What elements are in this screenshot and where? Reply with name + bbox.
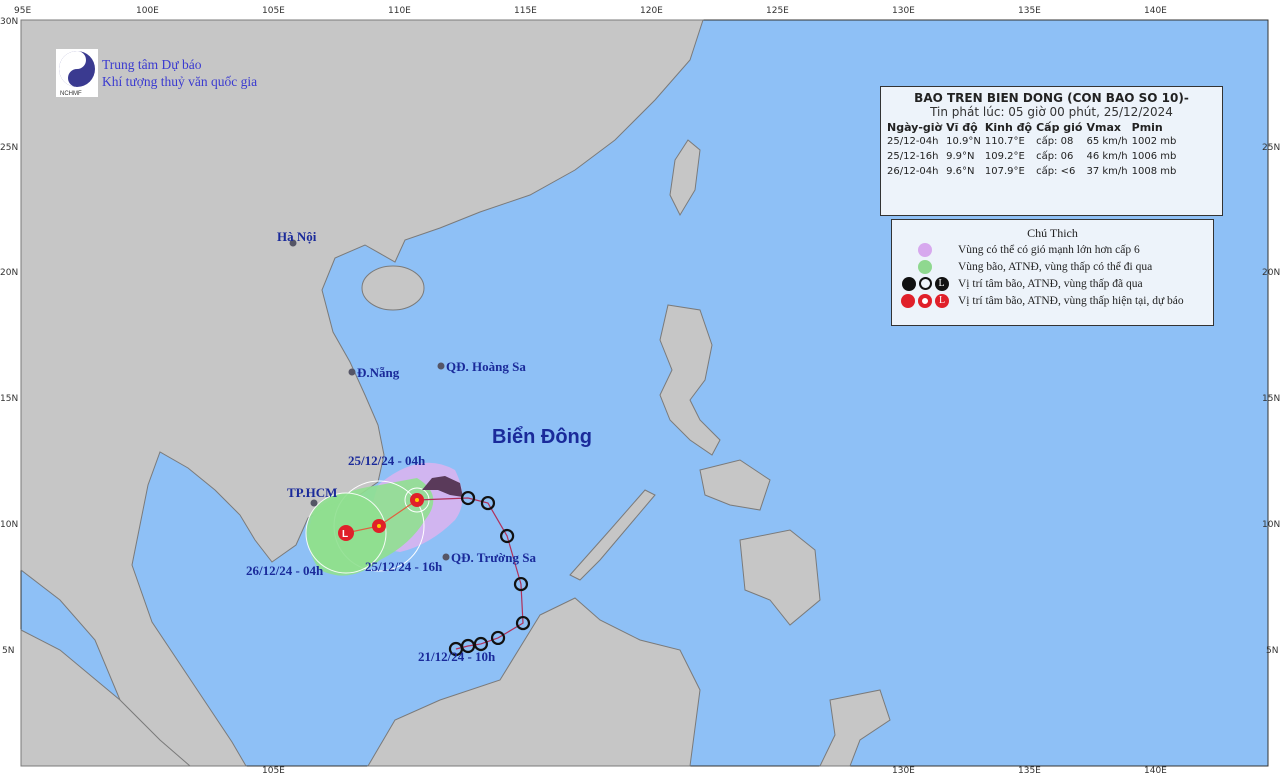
svg-text:140E: 140E <box>1144 766 1167 774</box>
label-hanoi: Hà Nội <box>277 229 317 244</box>
legend-title: Chú Thich <box>1027 226 1078 240</box>
label-current-time: 25/12/24 - 04h <box>348 453 426 468</box>
svg-text:135E: 135E <box>1018 6 1041 16</box>
palawan <box>569 489 656 581</box>
label-hoangsa: QĐ. Hoàng Sa <box>446 359 526 374</box>
svg-text:130E: 130E <box>892 6 915 16</box>
svg-text:5N: 5N <box>1266 646 1278 656</box>
hainan <box>361 265 425 311</box>
table-row: 26/12-04h 9.6°N 107.9°E cấp: <6 37 km/h 1008 … <box>887 166 1177 177</box>
legend-item: L Vị trí tâm bão, ATNĐ, vùng thấp đã qua <box>892 275 1213 292</box>
current-position-icons: L <box>892 293 958 308</box>
past-position-marker <box>500 528 515 544</box>
place-markers <box>289 239 450 561</box>
svg-text:95E: 95E <box>14 6 31 16</box>
svg-text:25N: 25N <box>1262 143 1280 153</box>
label-hcm: TP.HCM <box>287 485 337 500</box>
storm-current-icon <box>410 493 424 507</box>
sulawesi <box>819 689 891 767</box>
label-truongsa: QĐ. Trường Sa <box>451 550 536 565</box>
svg-text:115E: 115E <box>514 6 537 16</box>
table-row: 25/12-04h 10.9°N 110.7°E cấp: 08 65 km/h 1002… <box>887 136 1177 147</box>
mindanao <box>739 529 821 626</box>
purple-area-icon <box>918 242 932 257</box>
info-issued: Tin phát lúc: 05 giờ 00 phút, 25/12/2024 <box>930 105 1173 119</box>
past-position-marker <box>480 495 496 511</box>
past-position-marker <box>460 490 476 506</box>
svg-text:25N: 25N <box>0 143 18 153</box>
green-area-icon <box>918 259 932 274</box>
svg-text:125E: 125E <box>766 6 789 16</box>
info-title: BAO TREN BIEN DONG (CON BAO SO 10)- <box>914 91 1189 105</box>
svg-text:100E: 100E <box>136 6 159 16</box>
past-position-marker <box>490 630 506 646</box>
nchmf-emblem-icon: NCHMF <box>56 49 98 97</box>
table-row: 25/12-16h 9.9°N 109.2°E cấp: 06 46 km/h 1006 … <box>887 151 1177 162</box>
map-legend: Chú Thich Vùng có thể có gió mạnh lớn hơ… <box>891 219 1214 326</box>
label-track-start: 21/12/24 - 10h <box>418 649 496 664</box>
svg-text:130E: 130E <box>892 766 915 774</box>
past-position-marker <box>460 638 476 654</box>
sumatra <box>20 629 192 767</box>
svg-text:10N: 10N <box>0 520 18 530</box>
past-track-points <box>448 490 531 657</box>
legend-item: Vùng có thể có gió mạnh lớn hơn cấp 6 <box>892 241 1213 258</box>
visayas <box>699 459 771 511</box>
lon-ticks-bottom: 105E 130E 135E 140E <box>262 766 1167 774</box>
legend-item: L Vị trí tâm bão, ATNĐ, vùng thấp hiện tạ… <box>892 292 1213 309</box>
org-name-line2: Khí tượng thuỷ văn quốc gia <box>102 74 258 89</box>
svg-text:L: L <box>342 529 348 540</box>
lon-ticks-top: 95E 100E 105E 110E 115E 120E 125E 130E 135E 140E <box>14 6 1167 16</box>
lat-ticks-right: 25N 20N 15N 10N 5N <box>1262 143 1280 656</box>
svg-text:105E: 105E <box>262 6 285 16</box>
past-position-marker <box>515 615 531 631</box>
storm-forecast-16h-icon <box>372 519 386 533</box>
svg-text:10N: 10N <box>1262 520 1280 530</box>
svg-text:30N: 30N <box>0 17 18 27</box>
lat-ticks-left: 30N 25N 20N 15N 10N 5N <box>0 17 18 656</box>
svg-text:20N: 20N <box>0 268 18 278</box>
past-position-marker <box>513 576 529 592</box>
past-position-icons: L <box>892 276 958 291</box>
land-masses <box>20 19 891 767</box>
table-header: Ngày-giờ Vĩ độ Kinh độ Cấp gió Vmax Pmin <box>887 121 1163 134</box>
svg-text:NCHMF: NCHMF <box>60 91 82 97</box>
svg-text:140E: 140E <box>1144 6 1167 16</box>
cloud-mass <box>422 476 463 497</box>
label-bien-dong: Biển Đông <box>492 426 592 448</box>
svg-text:15N: 15N <box>1262 394 1280 404</box>
label-forecast-04h: 26/12/24 - 04h <box>246 563 324 578</box>
luzon <box>659 304 721 456</box>
taiwan <box>669 139 701 217</box>
svg-text:110E: 110E <box>388 6 411 16</box>
forecast-table: Ngày-giờ Vĩ độ Kinh độ Cấp gió Vmax Pmin 25/1… <box>887 121 1180 179</box>
svg-text:120E: 120E <box>640 6 663 16</box>
label-danang: Đ.Nẵng <box>357 365 400 380</box>
svg-text:5N: 5N <box>2 646 14 656</box>
legend-item: Vùng bão, ATNĐ, vùng thấp có thể đi qua <box>892 258 1213 275</box>
svg-text:105E: 105E <box>262 766 285 774</box>
past-position-marker <box>473 636 488 652</box>
svg-text:20N: 20N <box>1262 268 1280 278</box>
label-forecast-16h: 25/12/24 - 16h <box>365 559 443 574</box>
svg-text:15N: 15N <box>0 394 18 404</box>
low-pressure-forecast-icon: L <box>338 525 354 541</box>
svg-text:135E: 135E <box>1018 766 1041 774</box>
storm-info-box: BAO TREN BIEN DONG (CON BAO SO 10)- Tin … <box>880 86 1223 216</box>
nchmf-logo: NCHMF Trung tâm Dự báo Khí tượng thuỷ văn… <box>56 49 257 97</box>
borneo <box>367 597 701 767</box>
org-name-line1: Trung tâm Dự báo <box>102 57 202 72</box>
